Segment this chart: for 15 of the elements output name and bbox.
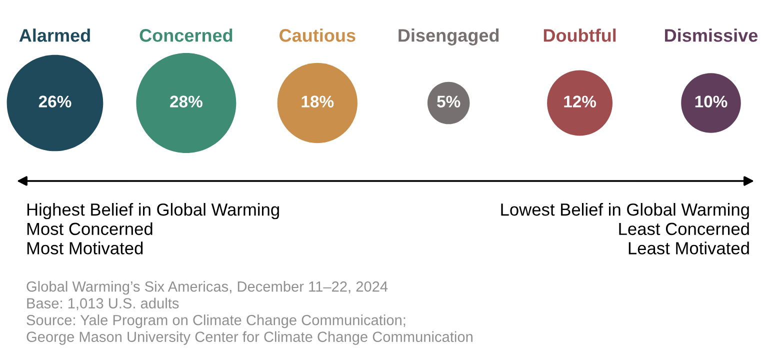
- category-label: Disengaged: [398, 28, 499, 46]
- data-label: 12%: [564, 96, 596, 108]
- text: Global Warming’s Six Americas, December 11–22, 2024 Base: 1,013 U.S. adults Source: Yale Program on Climate Change Communication; George Mason University Center for Climate Change Communication: [26, 281, 472, 345]
- category-label: Dismissive: [665, 28, 758, 42]
- category-label: Alarmed: [19, 28, 90, 42]
- data-label: 5%: [437, 96, 460, 108]
- data-label: 26%: [38, 96, 72, 108]
- data-label: 28%: [170, 96, 202, 108]
- data-label: 10%: [695, 96, 728, 108]
- category-label: Cautious: [280, 28, 356, 42]
- data-label: 18%: [302, 96, 334, 108]
- category-label: Doubtful: [544, 28, 616, 42]
- text: Lowest Belief in Global Warming Least Concerned Least Motivated: [501, 203, 749, 254]
- category-label: Concerned: [140, 28, 232, 42]
- text: Highest Belief in Global Warming Most Concerned Most Motivated: [27, 203, 279, 254]
